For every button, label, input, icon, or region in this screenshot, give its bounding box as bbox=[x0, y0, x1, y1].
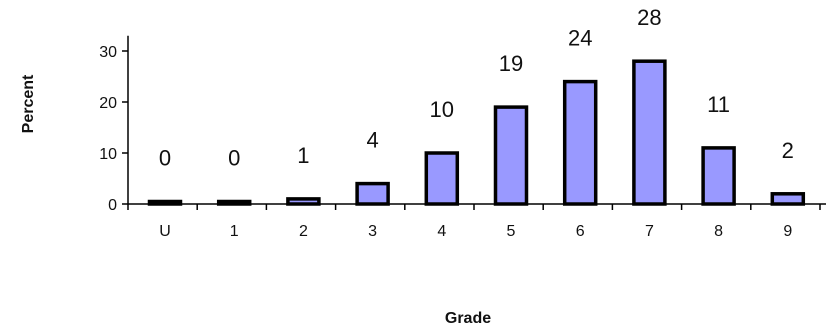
bar-2 bbox=[286, 197, 321, 206]
x-tick-label: U bbox=[159, 223, 171, 240]
data-label: 28 bbox=[637, 5, 661, 30]
data-label: 24 bbox=[568, 26, 592, 51]
bar-8 bbox=[701, 146, 736, 206]
data-label: 19 bbox=[499, 51, 523, 76]
y-axis: 0 10 20 30 bbox=[99, 35, 129, 214]
x-tick-label: 4 bbox=[437, 223, 446, 240]
data-label: 10 bbox=[430, 97, 454, 122]
bar-5 bbox=[493, 105, 529, 206]
x-tick-label: 6 bbox=[576, 223, 585, 240]
data-label: 1 bbox=[297, 143, 309, 168]
bar-6 bbox=[562, 79, 598, 206]
y-axis-title: Percent bbox=[20, 74, 37, 133]
bars bbox=[147, 59, 806, 206]
x-tick-label: 7 bbox=[645, 223, 654, 240]
bar-9 bbox=[770, 192, 806, 206]
x-tick-label: 2 bbox=[299, 223, 308, 240]
data-label: 0 bbox=[228, 146, 240, 171]
y-tick-label: 30 bbox=[99, 44, 117, 61]
data-label: 4 bbox=[366, 128, 378, 153]
x-tick-label: 1 bbox=[230, 223, 239, 240]
y-tick-label: 10 bbox=[99, 146, 117, 163]
x-tick-label: 5 bbox=[507, 223, 516, 240]
data-label: 2 bbox=[782, 138, 794, 163]
data-label: 0 bbox=[159, 146, 171, 171]
bar-U bbox=[147, 199, 183, 206]
x-tick-label: 8 bbox=[714, 223, 723, 240]
bar-7 bbox=[632, 59, 667, 206]
bar-4 bbox=[424, 151, 460, 206]
x-tick-label: 9 bbox=[783, 223, 792, 240]
data-labels: 0 0 1 4 10 19 24 28 11 2 bbox=[159, 5, 794, 170]
x-axis-title: Grade bbox=[445, 310, 491, 327]
x-axis: U 1 2 3 4 5 6 7 8 9 bbox=[127, 203, 826, 240]
data-label: 11 bbox=[707, 92, 730, 117]
y-tick-label: 0 bbox=[108, 197, 117, 214]
bar-3 bbox=[355, 181, 390, 206]
bar-1 bbox=[216, 199, 252, 206]
y-tick-label: 20 bbox=[99, 95, 117, 112]
x-tick-label: 3 bbox=[368, 223, 377, 240]
